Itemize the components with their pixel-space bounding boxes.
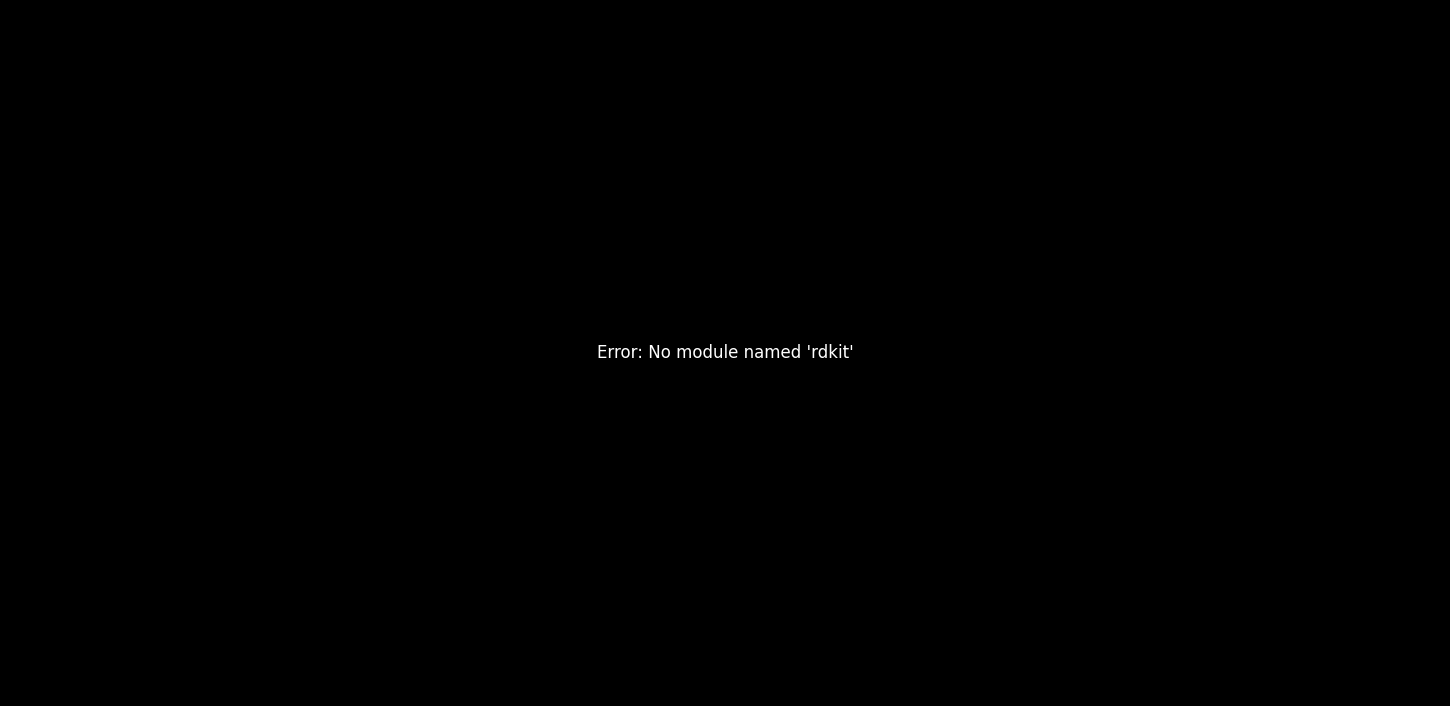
Text: Error: No module named 'rdkit': Error: No module named 'rdkit' (596, 344, 854, 362)
